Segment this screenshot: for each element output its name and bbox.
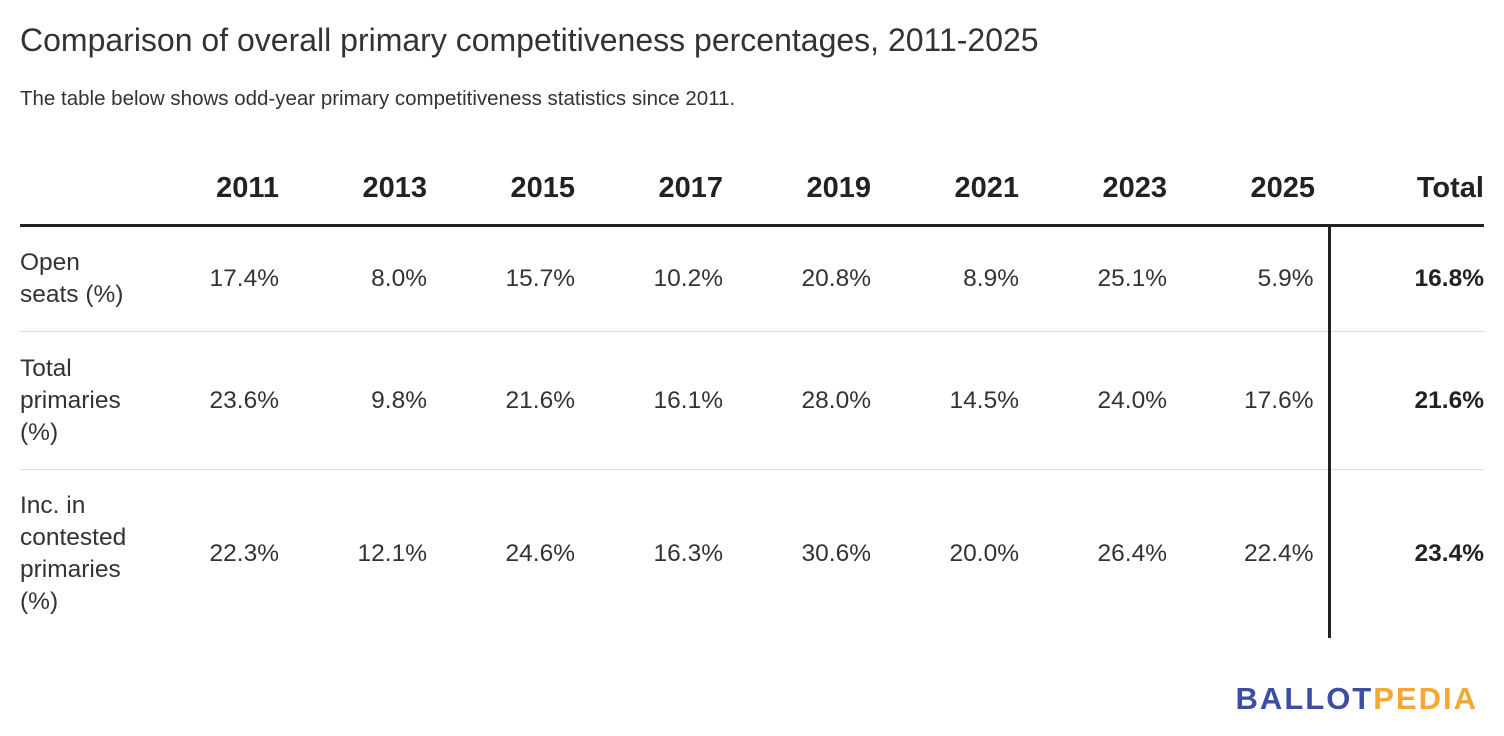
table-cell: 20.0% [885, 470, 1033, 639]
table-cell: 22.4% [1181, 470, 1329, 639]
table-cell: 12.1% [293, 470, 441, 639]
table-cell: 25.1% [1033, 226, 1181, 332]
table-cell: 17.4% [145, 226, 293, 332]
table-cell: 26.4% [1033, 470, 1181, 639]
total-cell: 21.6% [1329, 332, 1484, 470]
table-row-total-primaries: Total primaries (%) 23.6% 9.8% 21.6% 16.… [20, 332, 1484, 470]
column-header-2013: 2013 [293, 152, 441, 226]
column-header-2019: 2019 [737, 152, 885, 226]
total-cell: 23.4% [1329, 470, 1484, 639]
logo-part-ballot: BALLOT [1236, 681, 1374, 716]
column-header-2015: 2015 [441, 152, 589, 226]
chart-subtitle: The table below shows odd-year primary c… [20, 87, 735, 111]
table-cell: 16.3% [589, 470, 737, 639]
table-cell: 14.5% [885, 332, 1033, 470]
header-row: 2011 2013 2015 2017 2019 2021 2023 2025 … [20, 152, 1484, 226]
table-cell: 20.8% [737, 226, 885, 332]
column-header-2023: 2023 [1033, 152, 1181, 226]
table-cell: 5.9% [1181, 226, 1329, 332]
table-cell: 8.0% [293, 226, 441, 332]
competitiveness-table: 2011 2013 2015 2017 2019 2021 2023 2025 … [20, 152, 1484, 638]
table-cell: 8.9% [885, 226, 1033, 332]
table-row-open-seats: Open seats (%) 17.4% 8.0% 15.7% 10.2% 20… [20, 226, 1484, 332]
table-cell: 23.6% [145, 332, 293, 470]
total-cell: 16.8% [1329, 226, 1484, 332]
column-header-total: Total [1329, 152, 1484, 226]
table-cell: 22.3% [145, 470, 293, 639]
table-cell: 17.6% [1181, 332, 1329, 470]
table-cell: 15.7% [441, 226, 589, 332]
row-label: Open seats (%) [20, 226, 145, 332]
logo-part-pedia: PEDIA [1373, 681, 1478, 716]
column-header-2021: 2021 [885, 152, 1033, 226]
table-row-incumbents-contested: Inc. in contested primaries (%) 22.3% 12… [20, 470, 1484, 639]
row-label: Total primaries (%) [20, 332, 145, 470]
table-cell: 16.1% [589, 332, 737, 470]
ballotpedia-logo: BALLOTPEDIA [1236, 681, 1478, 717]
table-cell: 10.2% [589, 226, 737, 332]
table-cell: 24.0% [1033, 332, 1181, 470]
table-cell: 28.0% [737, 332, 885, 470]
table-cell: 24.6% [441, 470, 589, 639]
column-header-label [20, 152, 145, 226]
table-cell: 9.8% [293, 332, 441, 470]
column-header-2011: 2011 [145, 152, 293, 226]
column-header-2017: 2017 [589, 152, 737, 226]
table-cell: 21.6% [441, 332, 589, 470]
row-label: Inc. in contested primaries (%) [20, 470, 145, 639]
chart-title: Comparison of overall primary competitiv… [20, 22, 1039, 59]
table-cell: 30.6% [737, 470, 885, 639]
column-header-2025: 2025 [1181, 152, 1329, 226]
